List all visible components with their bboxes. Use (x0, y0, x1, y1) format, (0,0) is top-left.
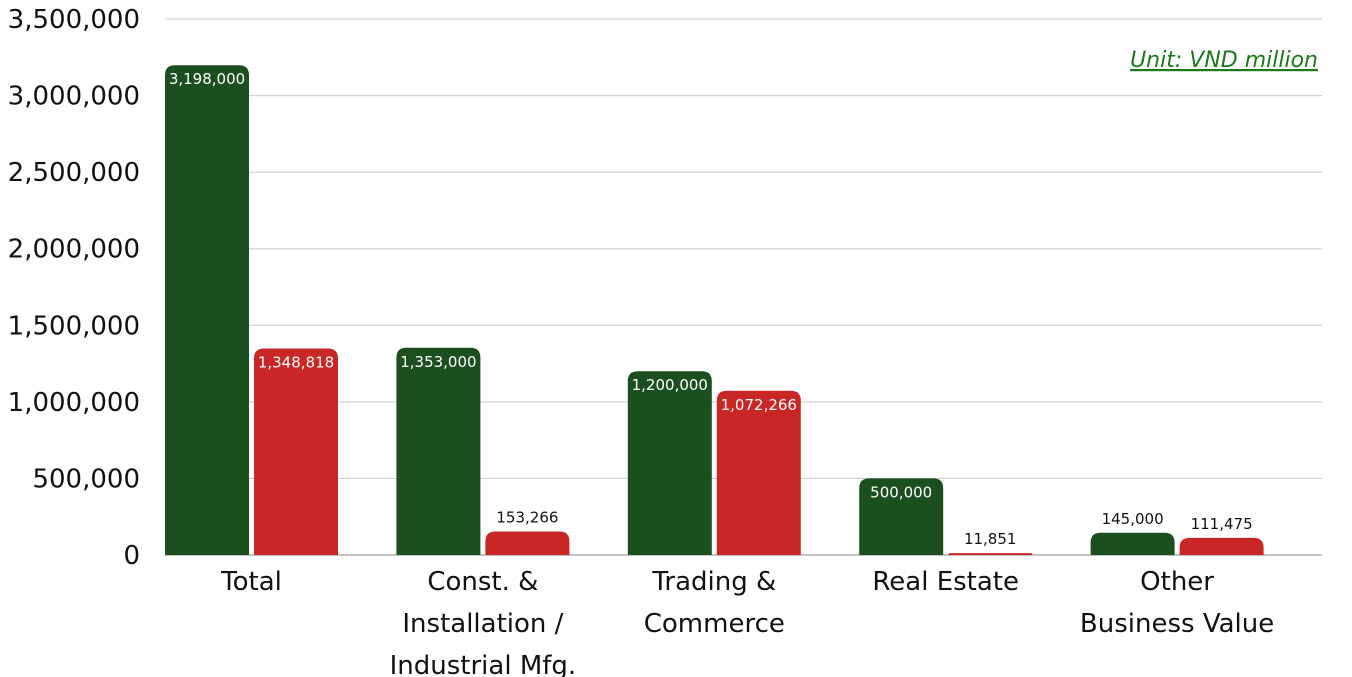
data-label: 1,348,818 (258, 353, 334, 371)
y-tick-label: 2,000,000 (8, 235, 140, 265)
bars (165, 65, 1264, 555)
data-label: 153,266 (496, 509, 558, 527)
bar (485, 531, 570, 555)
x-axis-ticks: Total Const. & Installation / Industrial Mf… (220, 567, 1274, 677)
x-tick-label: Other Business Value (1080, 567, 1274, 639)
data-label: 500,000 (870, 483, 932, 501)
bar (948, 553, 1033, 555)
x-tick-label: Trading & Commerce (644, 567, 785, 639)
x-tick-label: Const. & Installation / Industrial Mfg. (390, 567, 577, 677)
data-label: 1,072,266 (721, 396, 797, 414)
y-axis-ticks: 0 500,000 1,000,000 1,500,000 2,000,000 2,500… (8, 5, 140, 571)
x-tick-label: Real Estate (872, 567, 1019, 597)
bar (165, 65, 249, 555)
data-label: 145,000 (1102, 510, 1164, 528)
y-tick-label: 1,000,000 (8, 388, 140, 418)
data-label: 1,200,000 (632, 376, 708, 394)
y-tick-label: 1,500,000 (8, 311, 140, 341)
y-tick-label: 2,500,000 (8, 158, 140, 188)
data-label: 1,353,000 (400, 353, 476, 371)
bar (1090, 532, 1175, 555)
y-tick-label: 0 (123, 541, 140, 571)
data-label: 3,198,000 (169, 70, 245, 88)
bar (396, 347, 481, 555)
x-tick-label: Total (220, 567, 282, 597)
bar (627, 371, 712, 555)
data-label: 111,475 (1191, 515, 1253, 533)
y-tick-label: 3,500,000 (8, 5, 140, 35)
y-tick-label: 3,000,000 (8, 82, 140, 112)
bar (254, 348, 338, 555)
y-tick-label: 500,000 (32, 464, 140, 494)
data-labels: 3,198,000 1,348,818 1,353,000 153,266 1,200,… (169, 70, 1253, 548)
bar (716, 390, 801, 555)
bar (1179, 537, 1264, 555)
unit-annotation: Unit: VND million (1130, 48, 1318, 73)
data-label: 11,851 (964, 530, 1017, 548)
bar (859, 478, 944, 555)
